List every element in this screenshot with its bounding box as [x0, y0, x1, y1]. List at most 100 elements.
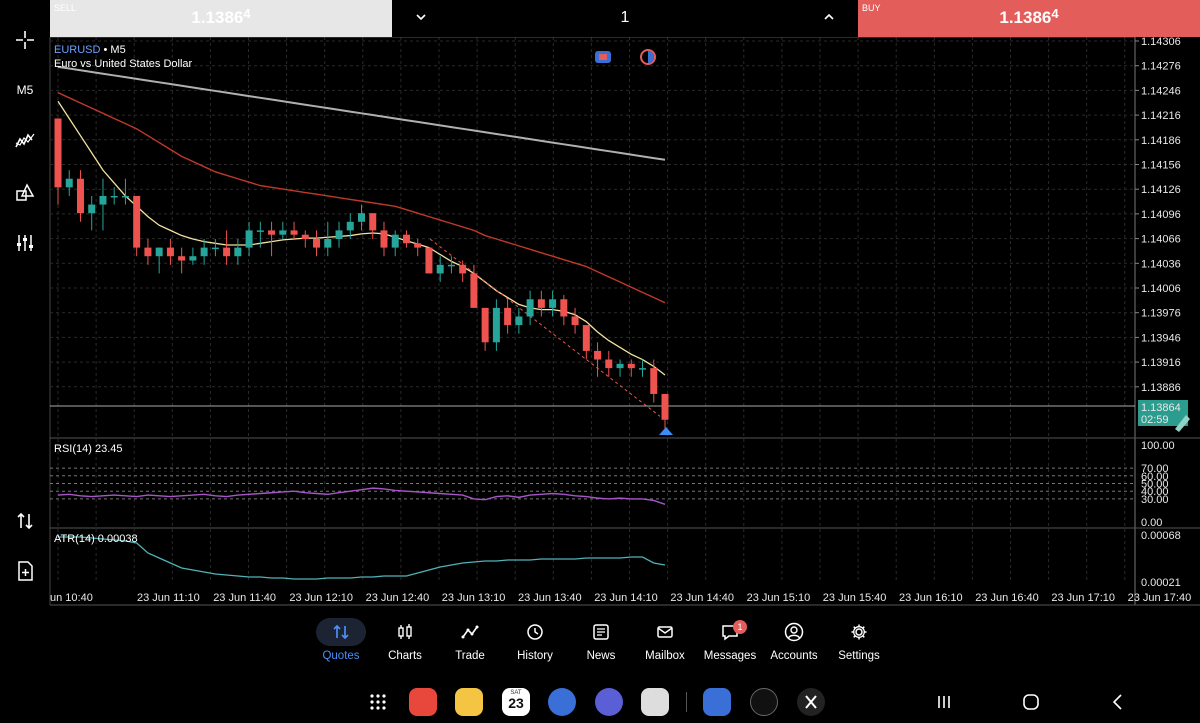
metatrader-app-icon[interactable]: [703, 688, 731, 716]
chevron-up-icon[interactable]: [822, 10, 836, 24]
accounts-icon: [761, 618, 827, 646]
candle: [211, 239, 219, 257]
atr-tick: 0.00021: [1141, 577, 1181, 589]
buy-price: 1.13864: [999, 6, 1059, 27]
back-icon[interactable]: [1106, 690, 1130, 714]
candle: [155, 247, 163, 274]
messages-app-icon[interactable]: [548, 688, 576, 716]
rsi-tick: 0.00: [1141, 517, 1162, 529]
flipboard-app-icon[interactable]: [409, 688, 437, 716]
candle: [459, 260, 467, 283]
symbol-label: EURUSD • M5: [54, 44, 126, 56]
candle: [133, 195, 141, 257]
price-tick: 1.14276: [1141, 61, 1181, 73]
axes: 1.14306 1.14276 1.14246 1.14216 1.14186 1.141…: [50, 37, 1191, 604]
nav-messages[interactable]: 1 Messages: [697, 618, 763, 670]
candle: [661, 393, 669, 429]
sell-button[interactable]: SELL 1.13864: [50, 0, 392, 37]
price-tick: 1.14216: [1141, 110, 1181, 122]
price-tick: 1.14186: [1141, 135, 1181, 147]
candle: [110, 187, 118, 205]
crosshair-icon[interactable]: [8, 25, 42, 55]
nav-history[interactable]: History: [502, 618, 568, 670]
rsi-tick: 100.00: [1141, 440, 1175, 452]
nav-settings[interactable]: Settings: [826, 618, 892, 670]
messages-badge: 1: [733, 620, 747, 634]
price-chart[interactable]: 100.00 70.00 60.00 50.00 40.00 30.00 0.00 0.000…: [0, 37, 1200, 610]
svg-text:02:59: 02:59: [1141, 414, 1169, 426]
nav-trade[interactable]: Trade: [437, 618, 503, 670]
signal-icon[interactable]: [640, 49, 656, 65]
indicators-icon[interactable]: [8, 126, 42, 156]
current-price-tag: 1.13864 02:59: [1138, 400, 1188, 426]
chatgpt-app-icon[interactable]: [750, 688, 778, 716]
new-document-icon[interactable]: [8, 556, 42, 586]
candle: [515, 307, 523, 334]
time-tick: 23 Jun 14:10: [594, 592, 658, 604]
notes-app-icon[interactable]: [455, 688, 483, 716]
trade-arrows-icon[interactable]: [8, 506, 42, 536]
candle: [582, 325, 590, 360]
pencil-icon[interactable]: [1175, 415, 1190, 432]
candle: [605, 350, 613, 377]
candle: [560, 294, 568, 326]
ma-mid-line: [57, 92, 666, 304]
rsi-line: [57, 487, 666, 505]
nav-quotes[interactable]: Quotes: [308, 618, 374, 670]
app-drawer-icon[interactable]: [366, 690, 390, 714]
candle: [234, 239, 242, 265]
time-tick: 23 Jun 16:40: [975, 592, 1039, 604]
candle: [425, 247, 433, 274]
candle: [324, 221, 332, 257]
candle: [481, 307, 489, 351]
candle: [290, 221, 298, 239]
calendar-app-icon[interactable]: SAT 23: [502, 688, 530, 716]
history-clock-icon: [502, 618, 568, 646]
buy-label: BUY: [862, 3, 881, 13]
rsi-tick: 30.00: [1141, 494, 1169, 506]
browser-app-icon[interactable]: [595, 688, 623, 716]
candles-icon: [372, 618, 438, 646]
candle: [189, 247, 197, 265]
trade-trend-line: [429, 238, 661, 417]
rsi-tick: 70.00: [1141, 463, 1169, 475]
volume-value[interactable]: 1: [620, 9, 630, 26]
candle: [526, 290, 534, 326]
trade-line-icon: [437, 618, 503, 646]
rsi-tick: 50.00: [1141, 479, 1169, 491]
time-tick: 23 Jun 17:40: [1128, 592, 1192, 604]
price-tick: 1.13946: [1141, 332, 1181, 344]
candle: [537, 290, 545, 317]
candle: [549, 290, 557, 317]
nav-charts[interactable]: Charts: [372, 618, 438, 670]
candle: [594, 342, 602, 377]
candle: [627, 359, 635, 377]
buy-button[interactable]: BUY 1.13864: [858, 0, 1200, 37]
nav-news[interactable]: News: [568, 618, 634, 670]
nav-mailbox[interactable]: Mailbox: [632, 618, 698, 670]
nav-accounts[interactable]: Accounts: [761, 618, 827, 670]
recents-icon[interactable]: [932, 690, 956, 714]
price-tick: 1.13916: [1141, 357, 1181, 369]
timeframe-button[interactable]: M5: [16, 83, 34, 97]
atr-label: ATR(14) 0.00038: [54, 533, 138, 545]
candle: [335, 221, 343, 248]
sell-label: SELL: [54, 3, 77, 13]
home-icon[interactable]: [1019, 690, 1043, 714]
indicators: 100.0070.0060.0050.0040.0030.000.000.000…: [50, 440, 1181, 589]
camera-app-icon[interactable]: [641, 688, 669, 716]
chart-canvas[interactable]: 100.0070.0060.0050.0040.0030.000.000.000…: [0, 37, 1200, 610]
svg-text:1.13864: 1.13864: [1141, 402, 1181, 414]
one-click-trading-icon[interactable]: [595, 51, 611, 63]
settings-sliders-icon[interactable]: [8, 228, 42, 258]
time-tick: 23 Jun 13:40: [518, 592, 582, 604]
candle: [166, 239, 174, 265]
chevron-down-icon[interactable]: [414, 10, 428, 24]
objects-icon[interactable]: [8, 178, 42, 208]
x-app-icon[interactable]: [797, 688, 825, 716]
candle: [65, 170, 73, 196]
candle: [380, 221, 388, 257]
price-tick: 1.14246: [1141, 85, 1181, 97]
messages-icon: [697, 618, 763, 646]
candle: [54, 118, 62, 205]
